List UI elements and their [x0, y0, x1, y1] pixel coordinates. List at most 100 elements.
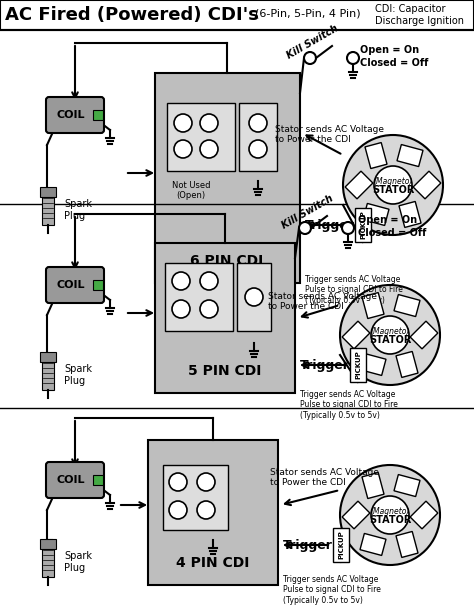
Text: Trigger: Trigger — [300, 359, 350, 371]
Text: STATOR: STATOR — [372, 185, 414, 195]
Circle shape — [174, 140, 192, 158]
Text: 4 PIN CDI: 4 PIN CDI — [176, 556, 250, 570]
Circle shape — [347, 52, 359, 64]
Text: Trigger sends AC Voltage
Pulse to signal CDI to Fire
(Typically 0.5v to 5v): Trigger sends AC Voltage Pulse to signal… — [300, 390, 398, 420]
Bar — [365, 143, 387, 169]
Bar — [363, 204, 389, 226]
Bar — [148, 440, 278, 585]
Text: Trigger sends AC Voltage
Pulse to signal CDI to Fire
(Typically 0.5v to 5v): Trigger sends AC Voltage Pulse to signal… — [283, 575, 381, 605]
Bar — [399, 202, 421, 227]
FancyBboxPatch shape — [46, 462, 104, 498]
Text: Open = On: Open = On — [360, 45, 419, 55]
Bar — [362, 473, 384, 498]
Bar — [155, 243, 295, 393]
Bar — [360, 354, 386, 375]
Text: CDI: Capacitor: CDI: Capacitor — [375, 4, 446, 14]
Text: (6-Pin, 5-Pin, 4 Pin): (6-Pin, 5-Pin, 4 Pin) — [255, 8, 361, 18]
Bar — [410, 321, 438, 349]
Bar — [40, 352, 56, 362]
Text: Stator sends AC Voltage
to Power the CDI: Stator sends AC Voltage to Power the CDI — [270, 468, 379, 487]
Circle shape — [200, 114, 218, 132]
Circle shape — [374, 166, 412, 204]
Bar — [350, 348, 366, 382]
Circle shape — [304, 52, 316, 64]
Bar — [93, 475, 103, 485]
Bar — [155, 73, 300, 283]
Bar — [396, 351, 418, 378]
Text: COIL: COIL — [57, 475, 85, 485]
Text: Closed = Off: Closed = Off — [358, 228, 427, 238]
Bar — [93, 110, 103, 120]
Text: (Magneto): (Magneto) — [370, 506, 410, 516]
Circle shape — [174, 114, 192, 132]
Text: Kill Switch: Kill Switch — [285, 23, 340, 61]
Text: (Magneto): (Magneto) — [374, 177, 413, 186]
Bar — [163, 465, 228, 530]
Bar — [42, 360, 54, 390]
Bar — [410, 501, 438, 529]
Bar — [394, 474, 420, 497]
Bar — [239, 103, 277, 171]
Text: Spark
Plug: Spark Plug — [64, 199, 92, 221]
Circle shape — [200, 140, 218, 158]
Circle shape — [340, 465, 440, 565]
Bar — [333, 528, 349, 562]
Text: COIL: COIL — [57, 110, 85, 120]
Bar — [342, 321, 370, 349]
Bar — [362, 292, 384, 319]
Circle shape — [249, 140, 267, 158]
Bar — [237, 263, 271, 331]
Circle shape — [342, 222, 354, 234]
Bar — [397, 145, 423, 167]
Text: Spark
Plug: Spark Plug — [64, 551, 92, 573]
Circle shape — [197, 501, 215, 519]
Circle shape — [340, 285, 440, 385]
Circle shape — [169, 473, 187, 491]
Bar — [40, 187, 56, 197]
Text: Open = On: Open = On — [358, 215, 417, 225]
Text: Not Used
(Open): Not Used (Open) — [172, 181, 210, 200]
Text: Trigger: Trigger — [305, 218, 355, 232]
Circle shape — [200, 300, 218, 318]
Bar — [345, 171, 373, 199]
Bar — [165, 263, 233, 331]
Text: (Magneto): (Magneto) — [370, 327, 410, 335]
Text: Discharge Ignition: Discharge Ignition — [375, 16, 464, 26]
Circle shape — [299, 222, 311, 234]
Text: 5 PIN CDI: 5 PIN CDI — [188, 364, 262, 378]
Text: STATOR: STATOR — [369, 515, 411, 525]
Text: Closed = Off: Closed = Off — [360, 58, 428, 68]
Text: Trigger sends AC Voltage
Pulse to signal CDI to Fire
(Typically 0.5v to 5v): Trigger sends AC Voltage Pulse to signal… — [305, 275, 403, 305]
Circle shape — [245, 288, 263, 306]
Bar — [93, 280, 103, 290]
Bar — [42, 547, 54, 577]
Text: PICKUP: PICKUP — [355, 351, 361, 379]
Circle shape — [371, 496, 409, 534]
Circle shape — [172, 300, 190, 318]
Bar — [360, 533, 386, 555]
Text: COIL: COIL — [57, 280, 85, 290]
FancyBboxPatch shape — [46, 267, 104, 303]
Text: PICKUP: PICKUP — [338, 531, 344, 560]
Bar — [167, 103, 235, 171]
Text: STATOR: STATOR — [369, 335, 411, 345]
Text: Stator sends AC Voltage
to Power the CDI: Stator sends AC Voltage to Power the CDI — [275, 125, 384, 145]
Bar — [394, 294, 420, 316]
Text: Spark
Plug: Spark Plug — [64, 364, 92, 386]
Text: Trigger: Trigger — [283, 538, 333, 552]
Bar — [42, 195, 54, 225]
Bar — [342, 501, 370, 529]
Text: Stator sends AC Voltage
to Power the CDI: Stator sends AC Voltage to Power the CDI — [268, 292, 377, 311]
Circle shape — [172, 272, 190, 290]
Bar — [0, 0, 474, 30]
Bar — [413, 171, 441, 199]
FancyBboxPatch shape — [46, 97, 104, 133]
Bar — [355, 208, 371, 242]
Text: PICKUP: PICKUP — [360, 211, 366, 239]
Text: Kill Switch: Kill Switch — [280, 193, 335, 230]
Text: AC Fired (Powered) CDI's: AC Fired (Powered) CDI's — [5, 6, 259, 24]
Circle shape — [169, 501, 187, 519]
Text: 6 PIN CDI: 6 PIN CDI — [191, 254, 264, 268]
Bar — [40, 539, 56, 549]
Circle shape — [200, 272, 218, 290]
